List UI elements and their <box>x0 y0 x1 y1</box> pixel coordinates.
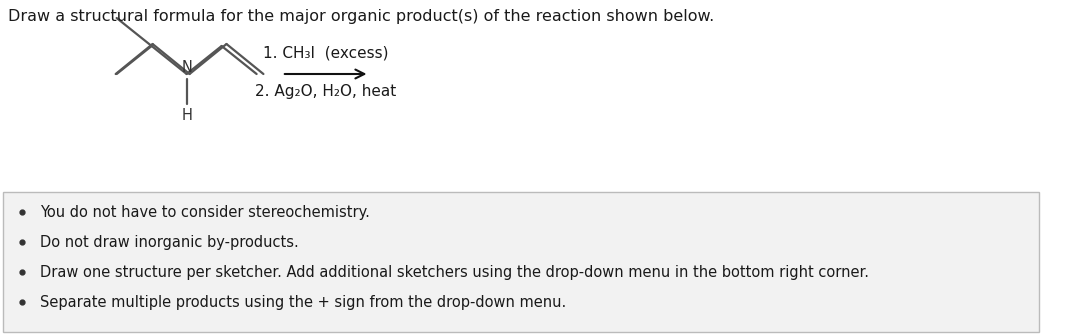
Text: Draw a structural formula for the major organic product(s) of the reaction shown: Draw a structural formula for the major … <box>8 9 714 24</box>
Text: 2. Ag₂O, H₂O, heat: 2. Ag₂O, H₂O, heat <box>255 84 397 99</box>
Text: Separate multiple products using the + sign from the drop-down menu.: Separate multiple products using the + s… <box>40 294 566 309</box>
Text: Do not draw inorganic by-products.: Do not draw inorganic by-products. <box>40 235 299 250</box>
Text: You do not have to consider stereochemistry.: You do not have to consider stereochemis… <box>40 205 370 219</box>
Bar <box>3 192 1039 332</box>
Text: Draw one structure per sketcher. Add additional sketchers using the drop-down me: Draw one structure per sketcher. Add add… <box>40 264 868 280</box>
Text: 1. CH₃I  (excess): 1. CH₃I (excess) <box>263 45 388 60</box>
Text: H: H <box>181 109 192 124</box>
Text: N: N <box>181 60 192 76</box>
